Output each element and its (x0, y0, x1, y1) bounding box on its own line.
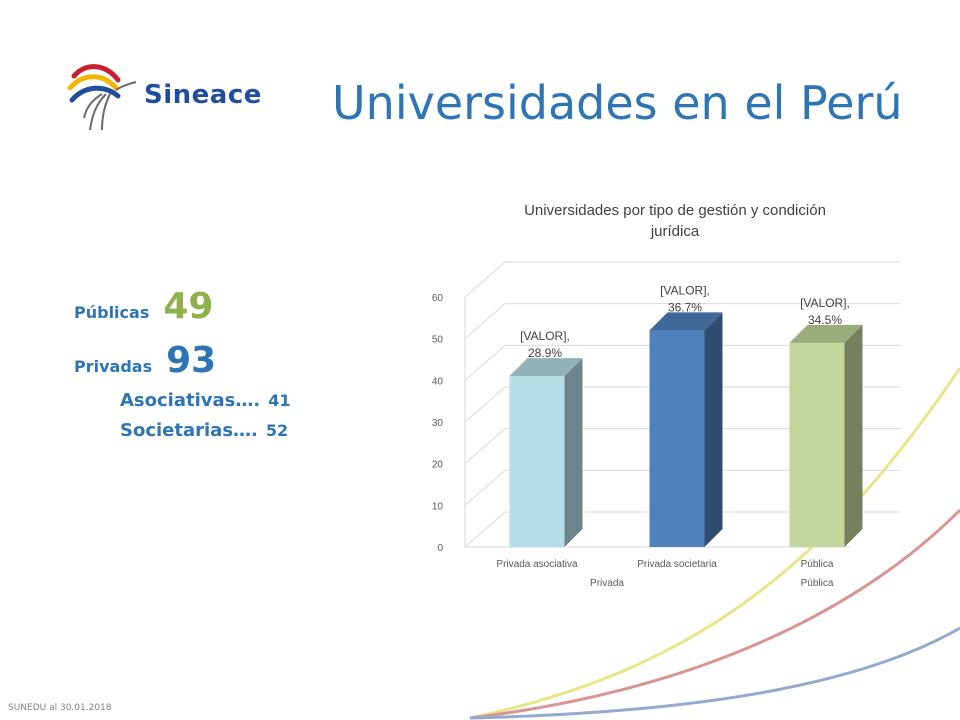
bird-logo-icon (67, 64, 137, 131)
stat-publicas: Públicas 49 (74, 286, 213, 327)
chart-data-label: [VALOR], (660, 283, 710, 297)
bar-chart: Universidades por tipo de gestión y cond… (432, 202, 900, 589)
chart-gridline-diag (464, 303, 506, 340)
decorative-curve-blue (469, 626, 960, 720)
chart-bar (509, 376, 565, 547)
chart-data-label: [VALOR], (520, 329, 570, 343)
stat-asociativas-value: 41 (268, 391, 291, 410)
chart-bar-side (564, 358, 583, 547)
chart-y-tick-label: 30 (432, 418, 444, 429)
chart-bar (649, 330, 705, 547)
chart-gridline-diag (464, 344, 506, 381)
chart-y-tick-label: 20 (432, 460, 444, 471)
chart-data-label: 36.7% (668, 300, 702, 314)
decorative-curve-red (469, 508, 960, 720)
chart-gridline-diag (464, 428, 506, 465)
chart-y-tick-label: 60 (432, 293, 444, 304)
source-note: SUNEDU al 30.01.2018 (8, 703, 112, 713)
decorative-curve-yellow (469, 367, 960, 720)
chart-gridline-diag (464, 261, 506, 298)
chart-y-tick-label: 40 (432, 376, 444, 387)
chart-data-label: [VALOR], (800, 296, 850, 310)
stat-privadas-value: 93 (166, 340, 217, 381)
stat-publicas-value: 49 (163, 286, 214, 327)
stat-societarias-label: Societarias…. (120, 420, 258, 441)
chart-bar-side (704, 312, 723, 547)
chart-bar-top (509, 358, 583, 377)
stat-societarias: Societarias…. 52 (120, 420, 288, 441)
chart-bar-top (789, 324, 863, 343)
chart-bar-top (649, 312, 723, 331)
stat-societarias-value: 52 (265, 421, 289, 440)
chart-group-label: Privada (590, 578, 624, 589)
chart-data-label: 28.9% (528, 346, 562, 360)
page-title: Universidades en el Perú (332, 76, 903, 130)
stat-publicas-label: Públicas (74, 303, 150, 322)
chart-gridline-diag (464, 469, 506, 506)
chart-x-tick-label: Privada asociativa (496, 559, 578, 570)
chart-gridline-diag (464, 511, 506, 548)
chart-bar-side (844, 324, 863, 547)
chart-bar (789, 342, 845, 547)
stat-asociativas: Asociativas…. 41 (120, 390, 290, 411)
chart-group-label: Pública (801, 578, 834, 589)
chart-title-line-2: jurídica (650, 223, 700, 240)
chart-title-line-1: Universidades por tipo de gestión y cond… (524, 202, 826, 219)
chart-y-tick-label: 50 (432, 335, 444, 346)
brand-name: Sineace (144, 80, 262, 110)
chart-x-tick-label: Pública (801, 559, 834, 570)
stat-asociativas-label: Asociativas…. (120, 390, 261, 411)
chart-x-tick-label: Privada societaria (637, 559, 717, 570)
sineace-logo: Sineace (66, 60, 286, 140)
chart-y-tick-label: 10 (432, 501, 444, 512)
stat-privadas: Privadas 93 (74, 340, 216, 381)
chart-y-tick-label: 0 (437, 543, 443, 554)
chart-data-label: 34.5% (808, 313, 842, 327)
stat-privadas-label: Privadas (74, 357, 153, 376)
chart-gridline-diag (464, 386, 506, 423)
